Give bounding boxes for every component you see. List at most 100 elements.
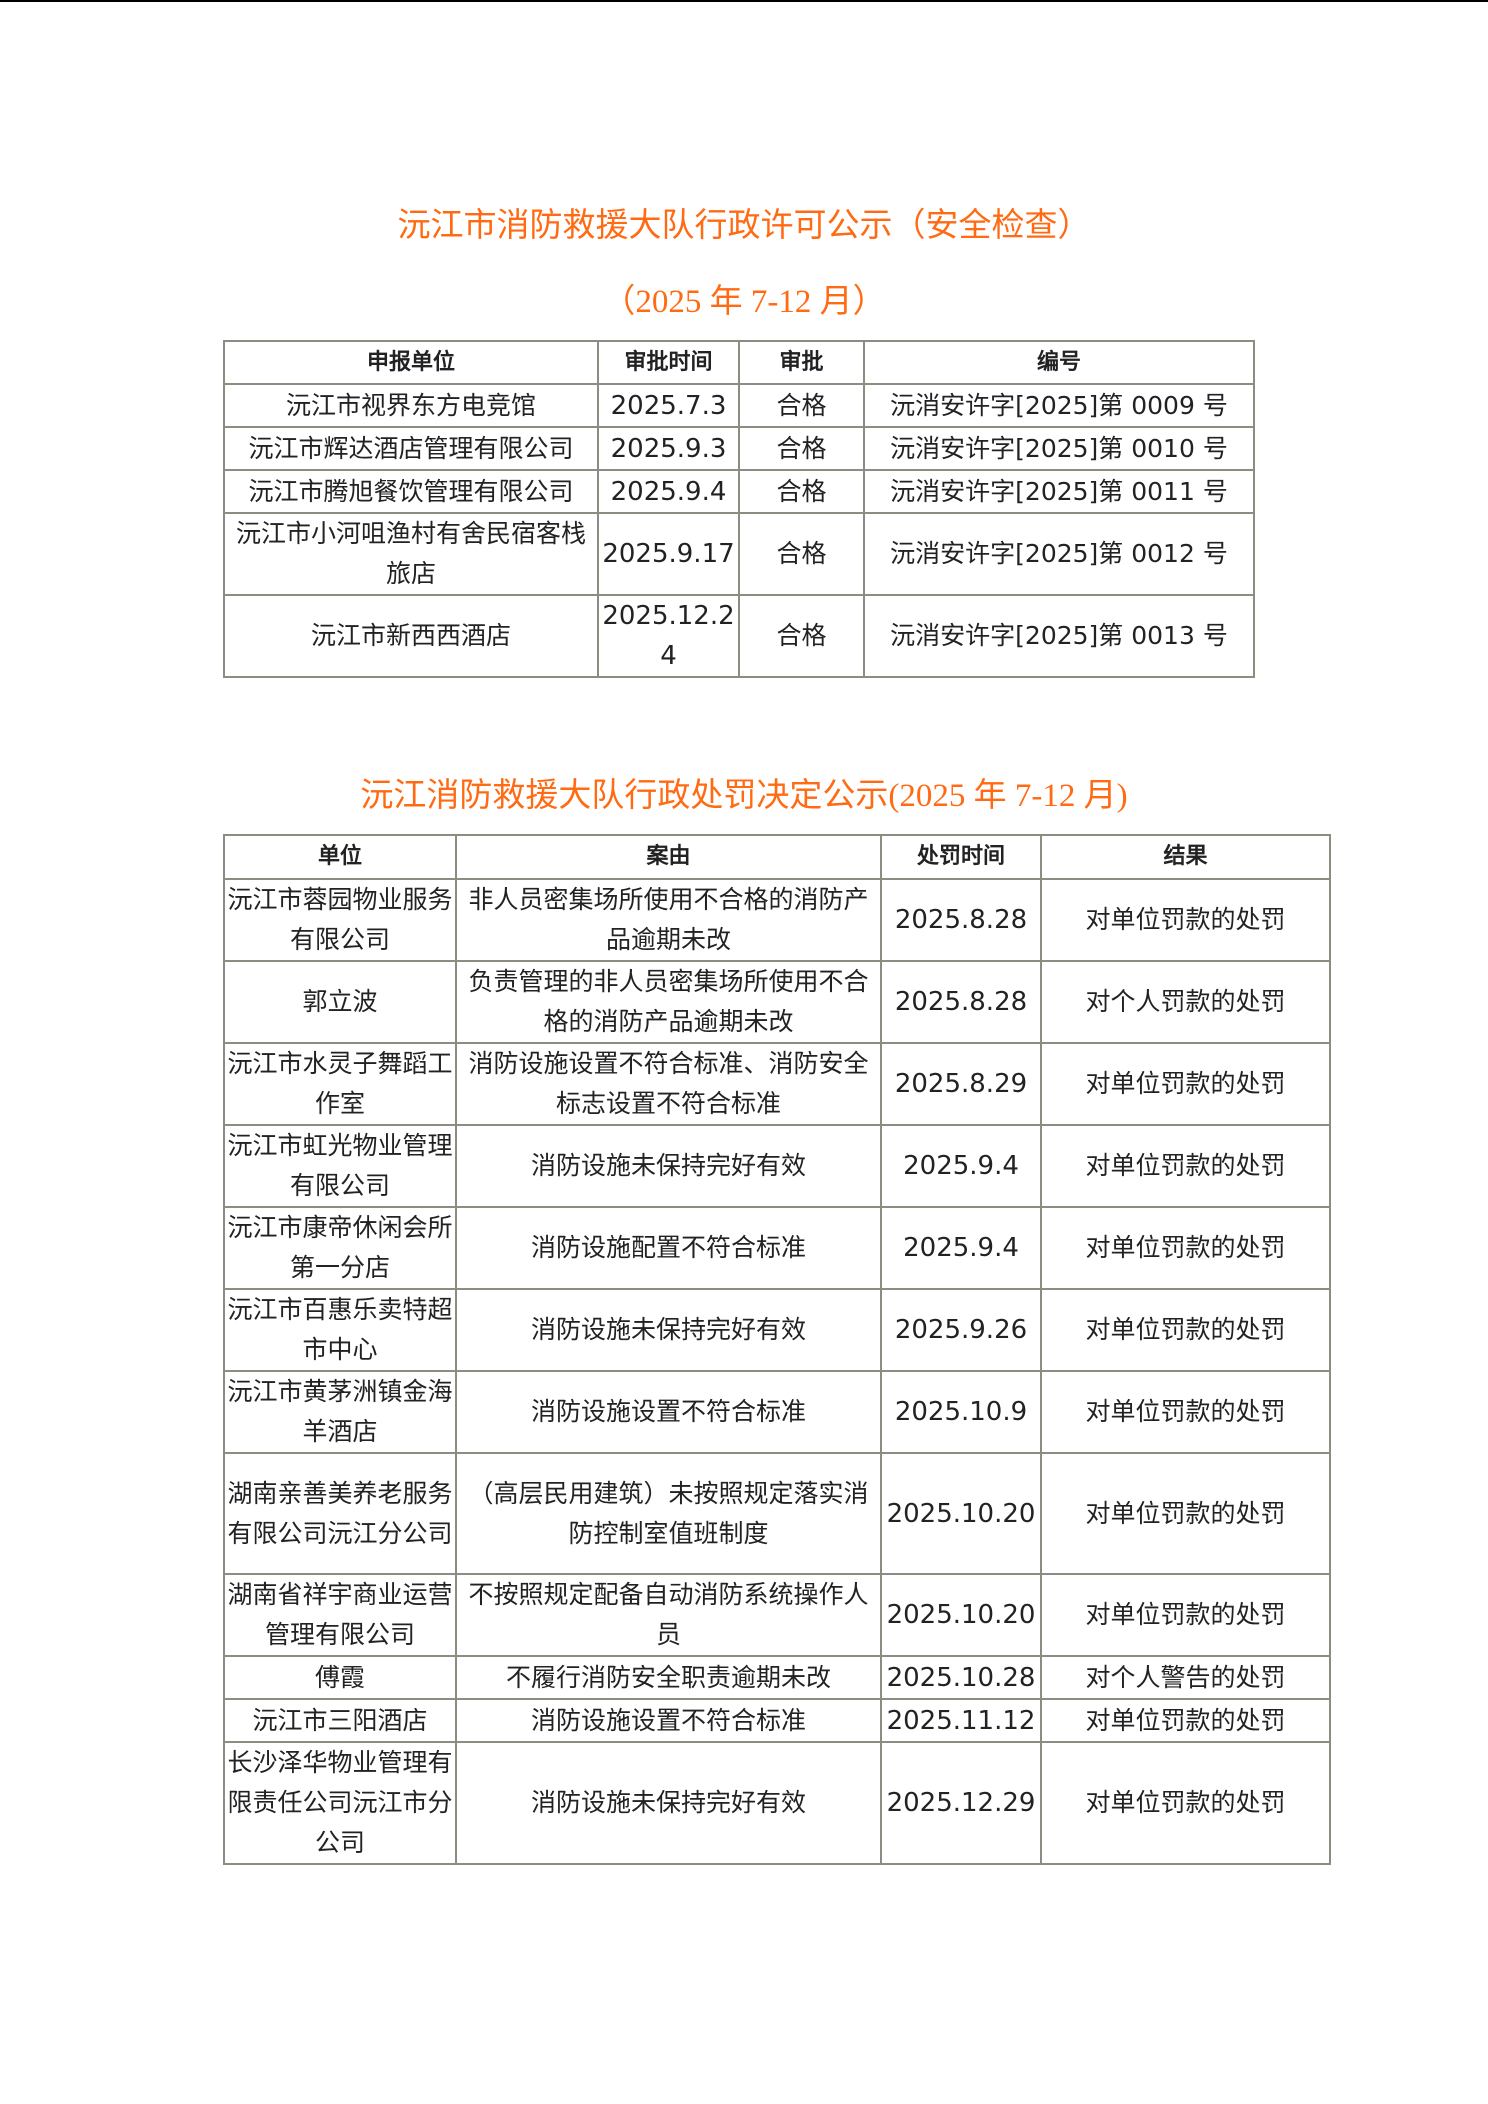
- table-cell: 湖南亲善美养老服务有限公司沅江分公司: [223, 1452, 457, 1575]
- table-cell: 对单位罚款的处罚: [1040, 1042, 1331, 1126]
- table-cell: 2025.9.4: [597, 469, 740, 514]
- header-cell: 单位: [223, 834, 457, 880]
- table-row: 沅江市视界东方电竞馆 2025.7.3 合格 沅消安许字[2025]第 0009 号: [223, 383, 1255, 428]
- table-cell: 2025.11.12: [880, 1698, 1042, 1743]
- table-cell: 消防设施设置不符合标准: [455, 1698, 882, 1743]
- table-cell: 合格: [738, 383, 865, 428]
- table-cell: 消防设施未保持完好有效: [455, 1124, 882, 1208]
- table-cell: 合格: [738, 594, 865, 678]
- table-cell: 消防设施设置不符合标准: [455, 1370, 882, 1454]
- table-cell: 消防设施配置不符合标准: [455, 1206, 882, 1290]
- table-cell: 对个人警告的处罚: [1040, 1655, 1331, 1700]
- table-cell: 沅江市腾旭餐饮管理有限公司: [223, 469, 599, 514]
- table-cell: 2025.9.4: [880, 1206, 1042, 1290]
- table-cell: 2025.9.26: [880, 1288, 1042, 1372]
- table-cell: 对单位罚款的处罚: [1040, 1370, 1331, 1454]
- table-cell: 沅江市虹光物业管理有限公司: [223, 1124, 457, 1208]
- table-cell: 2025.8.28: [880, 878, 1042, 962]
- table-cell: 2025.10.20: [880, 1452, 1042, 1575]
- header-cell: 审批: [738, 340, 865, 385]
- table-cell: 2025.8.28: [880, 960, 1042, 1044]
- table-cell: 2025.9.4: [880, 1124, 1042, 1208]
- table-cell: 2025.12.29: [880, 1741, 1042, 1865]
- table-cell: 郭立波: [223, 960, 457, 1044]
- table-row: 湖南省祥宇商业运营管理有限公司 不按照规定配备自动消防系统操作人员 2025.10.…: [223, 1573, 1331, 1657]
- table-cell: 合格: [738, 512, 865, 596]
- table-row: 长沙泽华物业管理有限责任公司沅江市分公司 消防设施未保持完好有效 2025.12.2…: [223, 1741, 1331, 1865]
- table-cell: 2025.8.29: [880, 1042, 1042, 1126]
- table-cell: 合格: [738, 426, 865, 471]
- table-cell: 沅江市视界东方电竞馆: [223, 383, 599, 428]
- table-cell: 沅江市百惠乐卖特超市中心: [223, 1288, 457, 1372]
- table-row: 沅江市虹光物业管理有限公司 消防设施未保持完好有效 2025.9.4 对单位罚款的处罚: [223, 1124, 1331, 1208]
- table-cell: 2025.9.17: [597, 512, 740, 596]
- table-cell: 傅霞: [223, 1655, 457, 1700]
- table-cell: 消防设施设置不符合标准、消防安全标志设置不符合标准: [455, 1042, 882, 1126]
- table-cell: 沅江市三阳酒店: [223, 1698, 457, 1743]
- table-cell: 沅江市新西西酒店: [223, 594, 599, 678]
- table-row: 沅江市康帝休闲会所第一分店 消防设施配置不符合标准 2025.9.4 对单位罚款的处罚: [223, 1206, 1331, 1290]
- table-cell: 沅消安许字[2025]第 0010 号: [863, 426, 1255, 471]
- table-row: 沅江市蓉园物业服务有限公司 非人员密集场所使用不合格的消防产品逾期未改 2025.8…: [223, 878, 1331, 962]
- table-cell: 2025.10.9: [880, 1370, 1042, 1454]
- header-cell: 结果: [1040, 834, 1331, 880]
- penalty-table: 单位 案由 处罚时间 结果 沅江市蓉园物业服务有限公司 非人员密集场所使用不合格的…: [223, 834, 1331, 1865]
- penalty-title: 沅江消防救援大队行政处罚决定公示(2025 年 7-12 月): [360, 778, 1128, 814]
- table-row: 沅江市百惠乐卖特超市中心 消防设施未保持完好有效 2025.9.26 对单位罚款的处罚: [223, 1288, 1331, 1372]
- table-row: 沅江市水灵子舞蹈工作室 消防设施设置不符合标准、消防安全标志设置不符合标准 2025…: [223, 1042, 1331, 1126]
- table-header-row: 申报单位 审批时间 审批 编号: [223, 340, 1255, 385]
- table-cell: 沅江市蓉园物业服务有限公司: [223, 878, 457, 962]
- permit-subtitle: （2025 年 7-12 月）: [602, 284, 886, 320]
- table-cell: 沅江市辉达酒店管理有限公司: [223, 426, 599, 471]
- table-cell: 沅消安许字[2025]第 0013 号: [863, 594, 1255, 678]
- table-cell: 对单位罚款的处罚: [1040, 1741, 1331, 1865]
- table-cell: 2025.10.20: [880, 1573, 1042, 1657]
- header-cell: 案由: [455, 834, 882, 880]
- table-row: 沅江市三阳酒店 消防设施设置不符合标准 2025.11.12 对单位罚款的处罚: [223, 1698, 1331, 1743]
- table-row: 郭立波 负责管理的非人员密集场所使用不合格的消防产品逾期未改 2025.8.28 对个…: [223, 960, 1331, 1044]
- table-cell: 负责管理的非人员密集场所使用不合格的消防产品逾期未改: [455, 960, 882, 1044]
- table-cell: 2025.12.24: [597, 594, 740, 678]
- table-cell: 对单位罚款的处罚: [1040, 1288, 1331, 1372]
- table-cell: 对单位罚款的处罚: [1040, 1698, 1331, 1743]
- table-cell: 对个人罚款的处罚: [1040, 960, 1331, 1044]
- table-cell: 对单位罚款的处罚: [1040, 1452, 1331, 1575]
- table-row: 湖南亲善美养老服务有限公司沅江分公司 （高层民用建筑）未按照规定落实消防控制室值班…: [223, 1452, 1331, 1575]
- table-cell: 不履行消防安全职责逾期未改: [455, 1655, 882, 1700]
- table-cell: 沅消安许字[2025]第 0009 号: [863, 383, 1255, 428]
- table-cell: 对单位罚款的处罚: [1040, 1573, 1331, 1657]
- header-cell: 编号: [863, 340, 1255, 385]
- table-cell: 合格: [738, 469, 865, 514]
- table-cell: 沅江市康帝休闲会所第一分店: [223, 1206, 457, 1290]
- table-row: 沅江市新西西酒店 2025.12.24 合格 沅消安许字[2025]第 0013 号: [223, 594, 1255, 678]
- table-cell: 2025.7.3: [597, 383, 740, 428]
- table-cell: 消防设施未保持完好有效: [455, 1288, 882, 1372]
- header-cell: 申报单位: [223, 340, 599, 385]
- table-cell: 长沙泽华物业管理有限责任公司沅江市分公司: [223, 1741, 457, 1865]
- table-cell: （高层民用建筑）未按照规定落实消防控制室值班制度: [455, 1452, 882, 1575]
- table-cell: 对单位罚款的处罚: [1040, 878, 1331, 962]
- table-cell: 沅消安许字[2025]第 0011 号: [863, 469, 1255, 514]
- table-row: 傅霞 不履行消防安全职责逾期未改 2025.10.28 对个人警告的处罚: [223, 1655, 1331, 1700]
- table-row: 沅江市腾旭餐饮管理有限公司 2025.9.4 合格 沅消安许字[2025]第 0011…: [223, 469, 1255, 514]
- table-cell: 湖南省祥宇商业运营管理有限公司: [223, 1573, 457, 1657]
- table-cell: 对单位罚款的处罚: [1040, 1206, 1331, 1290]
- table-cell: 非人员密集场所使用不合格的消防产品逾期未改: [455, 878, 882, 962]
- table-cell: 沅江市水灵子舞蹈工作室: [223, 1042, 457, 1126]
- permit-table: 申报单位 审批时间 审批 编号 沅江市视界东方电竞馆 2025.7.3 合格 沅消安许…: [223, 340, 1255, 678]
- header-cell: 处罚时间: [880, 834, 1042, 880]
- table-row: 沅江市黄茅洲镇金海羊酒店 消防设施设置不符合标准 2025.10.9 对单位罚款的处罚: [223, 1370, 1331, 1454]
- table-cell: 沅江市黄茅洲镇金海羊酒店: [223, 1370, 457, 1454]
- table-header-row: 单位 案由 处罚时间 结果: [223, 834, 1331, 880]
- permit-title: 沅江市消防救援大队行政许可公示（安全检查）: [397, 208, 1091, 244]
- table-row: 沅江市辉达酒店管理有限公司 2025.9.3 合格 沅消安许字[2025]第 0010…: [223, 426, 1255, 471]
- table-cell: 沅江市小河咀渔村有舍民宿客栈旅店: [223, 512, 599, 596]
- table-row: 沅江市小河咀渔村有舍民宿客栈旅店 2025.9.17 合格 沅消安许字[2025]第 …: [223, 512, 1255, 596]
- table-cell: 消防设施未保持完好有效: [455, 1741, 882, 1865]
- table-cell: 2025.10.28: [880, 1655, 1042, 1700]
- header-cell: 审批时间: [597, 340, 740, 385]
- table-cell: 沅消安许字[2025]第 0012 号: [863, 512, 1255, 596]
- table-cell: 2025.9.3: [597, 426, 740, 471]
- table-cell: 对单位罚款的处罚: [1040, 1124, 1331, 1208]
- table-cell: 不按照规定配备自动消防系统操作人员: [455, 1573, 882, 1657]
